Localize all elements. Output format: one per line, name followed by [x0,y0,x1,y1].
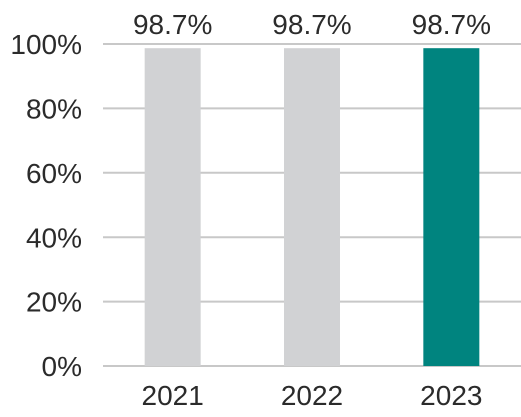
y-axis-tick-labels: 0% 20% 40% 60% 80% 100% [10,29,82,382]
data-labels: 98.7% 98.7% 98.7% [133,9,491,40]
y-tick-label: 0% [42,351,82,382]
bar-2022 [284,48,340,366]
y-tick-label: 100% [10,29,82,60]
x-tick-label-2021: 2021 [142,380,204,411]
data-label-2022: 98.7% [272,9,351,40]
x-tick-label-2023: 2023 [420,380,482,411]
y-tick-label: 80% [26,93,82,124]
y-tick-label: 60% [26,158,82,189]
bar-2021 [144,48,201,366]
bar-2023 [423,48,480,366]
x-tick-label-2022: 2022 [281,380,343,411]
x-axis-tick-labels: 2021 2022 2023 [142,380,483,411]
data-label-2021: 98.7% [133,9,212,40]
bars [144,48,480,366]
y-tick-label: 20% [26,287,82,318]
y-tick-label: 40% [26,222,82,253]
data-label-2023: 98.7% [412,9,491,40]
